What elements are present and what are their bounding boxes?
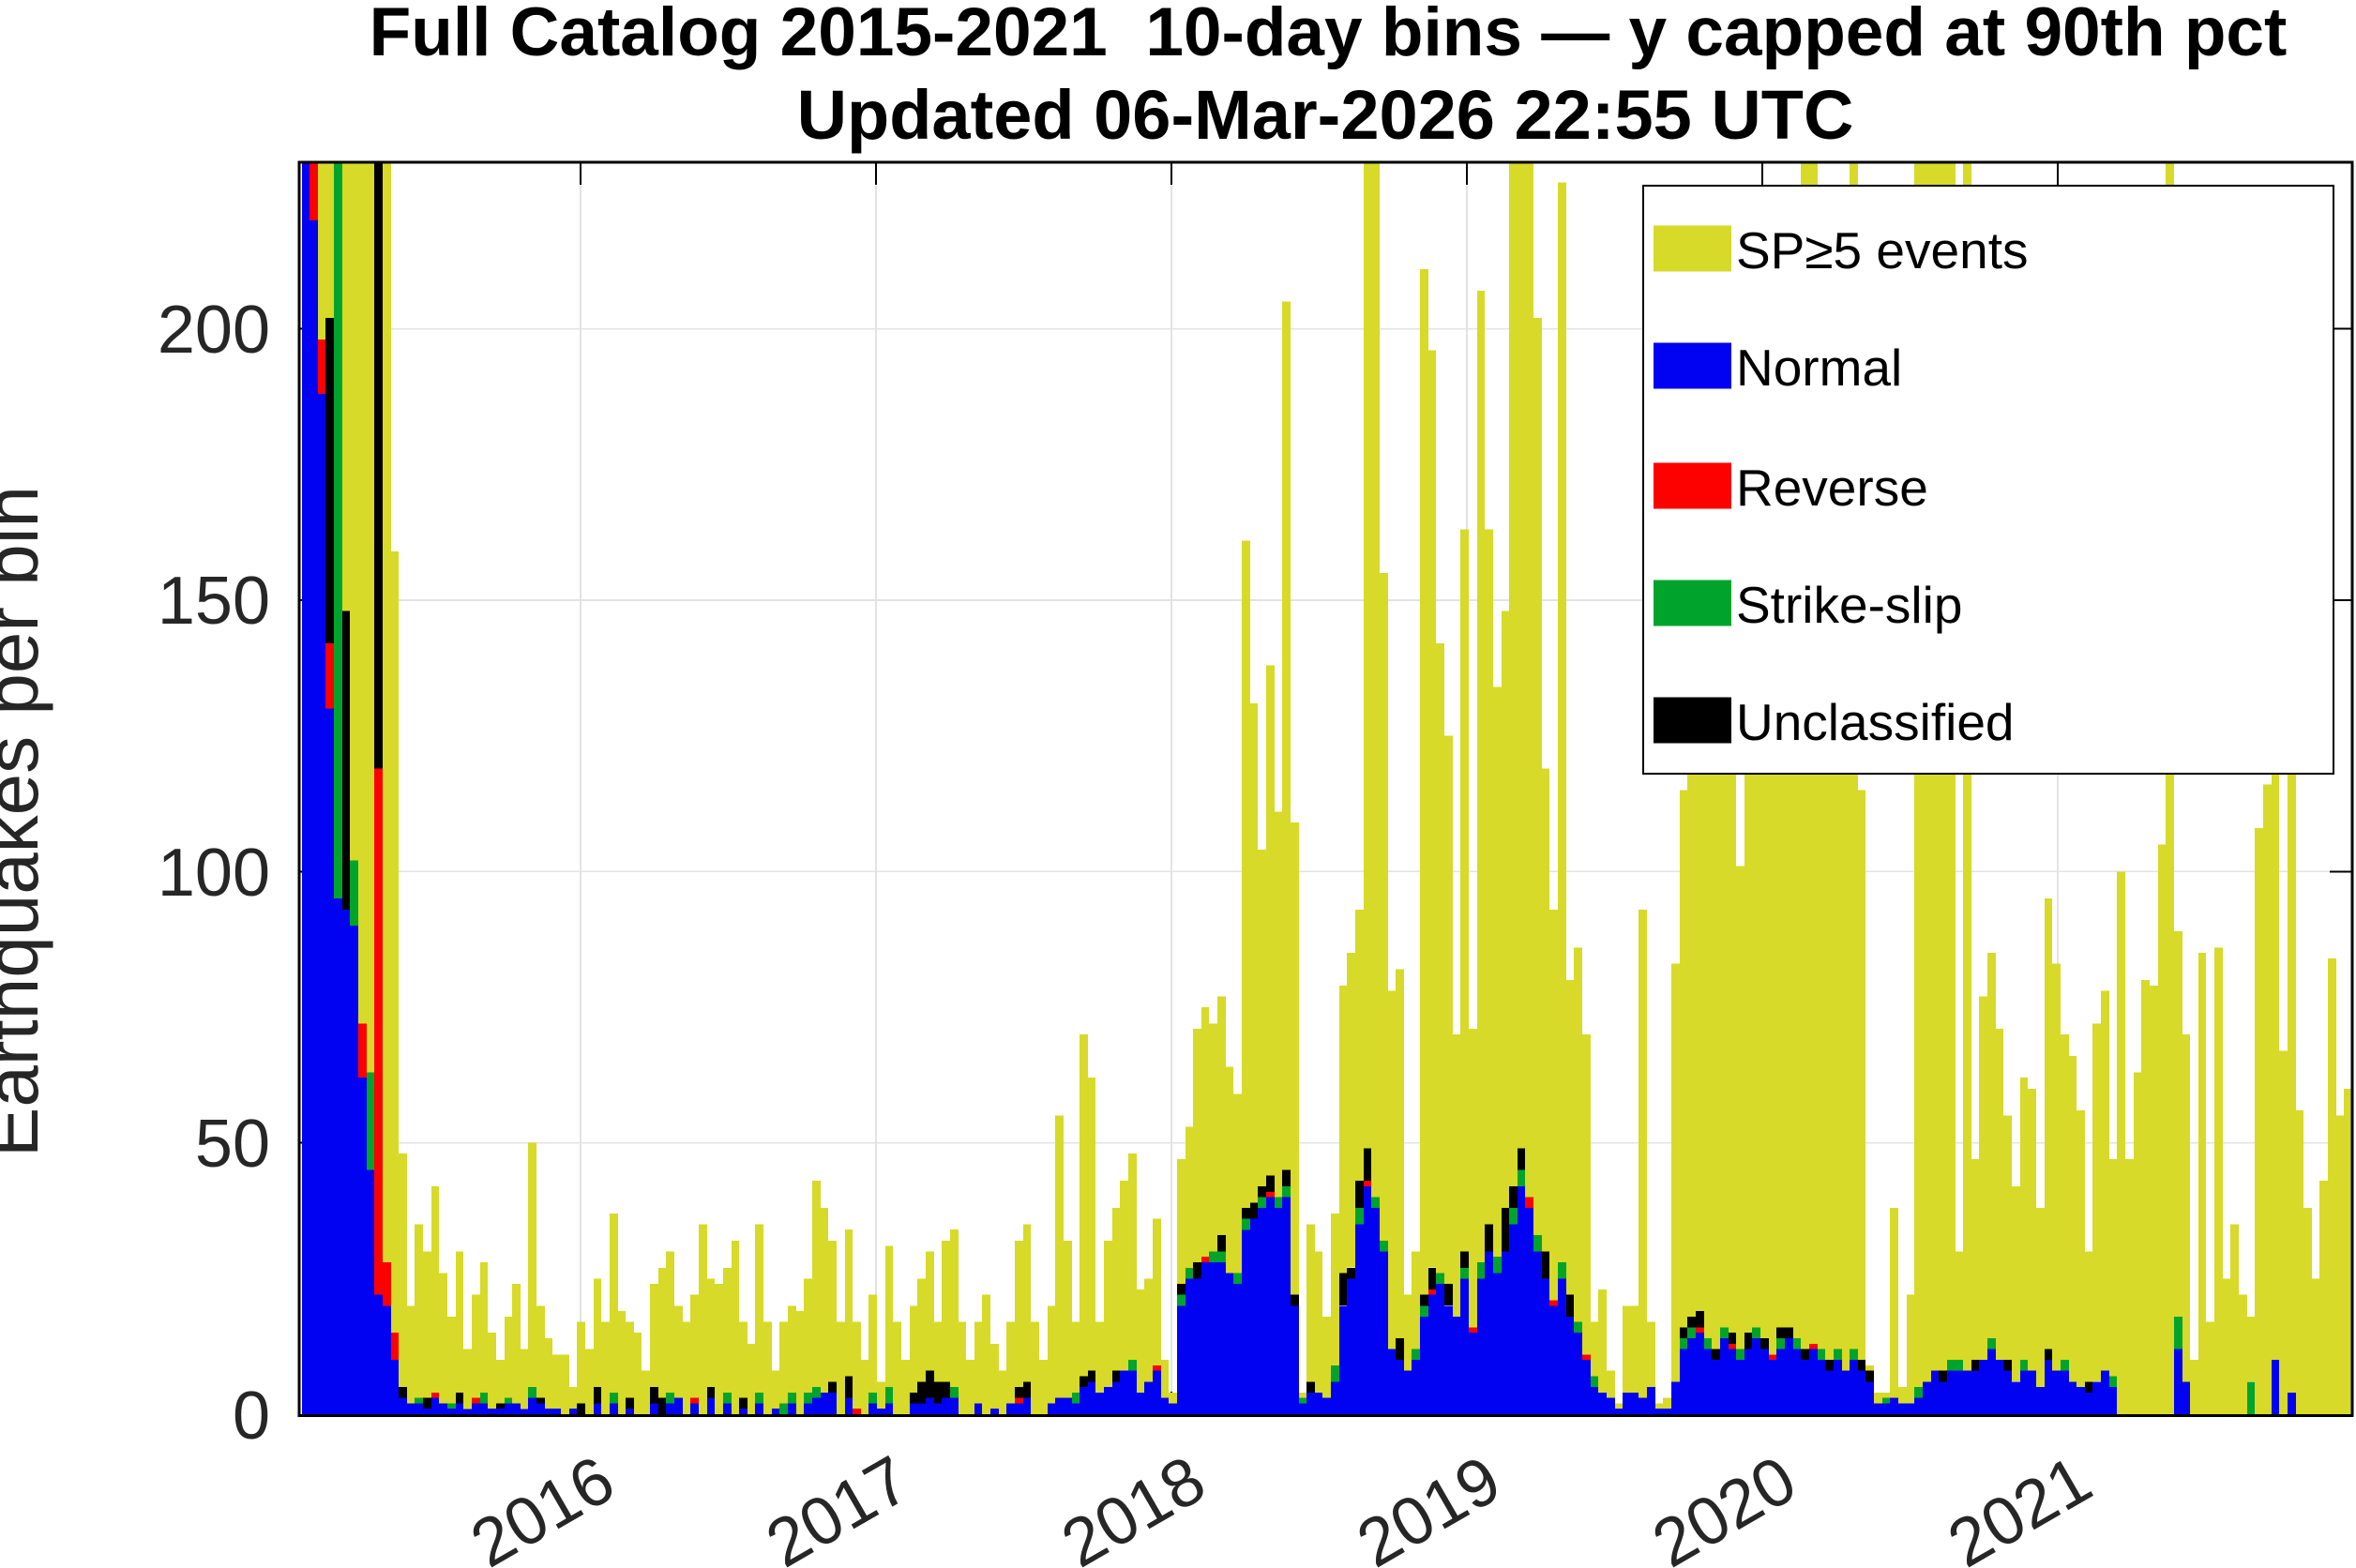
svg-text:Reverse: Reverse: [1736, 459, 1928, 517]
svg-text:150: 150: [158, 564, 270, 639]
svg-text:Full Catalog 2015-2021 10-day: Full Catalog 2015-2021 10-day bins — y c…: [370, 0, 2288, 70]
svg-text:0: 0: [233, 1379, 270, 1454]
svg-text:Strike-slip: Strike-slip: [1736, 576, 1962, 634]
svg-text:100: 100: [158, 836, 270, 911]
svg-text:Updated 06-Mar-2026 22:55 UTC: Updated 06-Mar-2026 22:55 UTC: [797, 76, 1854, 154]
svg-text:Earthquakes per bin: Earthquakes per bin: [0, 486, 53, 1157]
svg-text:200: 200: [158, 293, 270, 368]
svg-text:Normal: Normal: [1736, 339, 1902, 397]
svg-text:Unclassified: Unclassified: [1736, 693, 2015, 751]
svg-text:50: 50: [195, 1107, 270, 1182]
svg-text:SP≥5 events: SP≥5 events: [1736, 221, 2028, 279]
